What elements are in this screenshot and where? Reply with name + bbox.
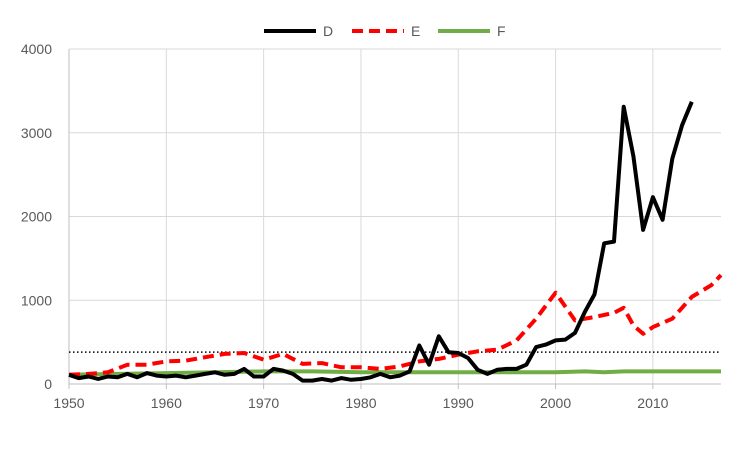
legend-label-e: E xyxy=(411,23,420,39)
series-line-f xyxy=(68,369,721,377)
y-tick-label: 1000 xyxy=(21,292,52,308)
x-tick-label: 1960 xyxy=(151,395,182,411)
x-tick-label: 2000 xyxy=(540,395,571,411)
legend-label-d: D xyxy=(323,23,333,39)
x-tick-label: 1970 xyxy=(248,395,279,411)
chart-axes: 0 1000 2000 3000 4000 1950 1960 1970 1980 1990 200… xyxy=(21,41,721,411)
series-line-e xyxy=(68,273,723,377)
x-tick-label: 1980 xyxy=(345,395,376,411)
y-tick-label: 2000 xyxy=(21,209,52,225)
chart-grid xyxy=(69,48,721,384)
x-tick-label: 1950 xyxy=(53,395,84,411)
y-tick-label: 0 xyxy=(44,376,52,392)
series-line-d xyxy=(68,101,694,383)
y-tick-label: 3000 xyxy=(21,125,52,141)
chart-series xyxy=(68,101,723,383)
y-tick-label: 4000 xyxy=(21,41,52,57)
legend-label-f: F xyxy=(497,23,506,39)
x-tick-label: 1990 xyxy=(443,395,474,411)
x-tick-label: 2010 xyxy=(637,395,668,411)
chart-legend: D E F xyxy=(264,23,506,39)
